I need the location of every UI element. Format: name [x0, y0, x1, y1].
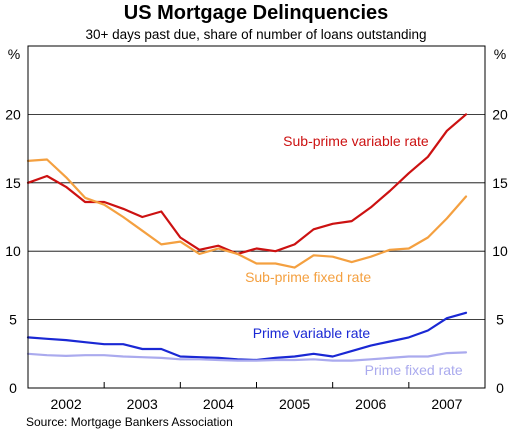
series-label-sub-prime-fixed-rate: Sub-prime fixed rate	[245, 269, 371, 285]
x-tick-label-2003: 2003	[127, 396, 158, 412]
y-tick-label-right-20: 20	[492, 106, 508, 122]
series-labels: Sub-prime variable rate Sub-prime fixed r…	[245, 133, 463, 378]
source-note: Source: Mortgage Bankers Association	[26, 415, 233, 429]
y-unit-left: %	[8, 46, 20, 62]
x-tick-label-2007: 2007	[431, 396, 462, 412]
series-line-sub-prime-fixed-rate	[26, 158, 468, 269]
series-lines	[26, 113, 468, 362]
series-line-prime-fixed-rate	[26, 351, 468, 362]
y-tick-label-left-15: 15	[5, 175, 21, 191]
chart-subtitle: 30+ days past due, share of number of lo…	[85, 27, 426, 42]
y-tick-label-right-0: 0	[496, 380, 504, 396]
y-axis-ticks: 0 0 5 5 10 10 15 15 20 20	[5, 106, 508, 396]
y-tick-label-left-10: 10	[5, 243, 21, 259]
gridlines	[28, 114, 485, 321]
series-line-sub-prime-variable-rate	[26, 113, 468, 255]
series-label-sub-prime-variable-rate: Sub-prime variable rate	[283, 133, 429, 149]
x-tick-label-2005: 2005	[279, 396, 310, 412]
y-tick-label-right-10: 10	[492, 243, 508, 259]
x-tick-label-2002: 2002	[51, 396, 82, 412]
y-unit-right: %	[494, 46, 506, 62]
x-axis-ticks: 2002 2003 2004 2005 2006 2007	[27, 382, 486, 412]
y-tick-label-left-0: 0	[9, 380, 17, 396]
series-label-prime-fixed-rate: Prime fixed rate	[365, 362, 463, 378]
y-tick-label-left-20: 20	[5, 106, 21, 122]
y-tick-label-left-5: 5	[9, 312, 17, 328]
x-tick-label-2006: 2006	[355, 396, 386, 412]
y-tick-label-right-5: 5	[496, 312, 504, 328]
y-tick-label-right-15: 15	[492, 175, 508, 191]
series-label-prime-variable-rate: Prime variable rate	[253, 325, 371, 341]
chart-title: US Mortgage Delinquencies	[124, 2, 389, 24]
x-tick-label-2004: 2004	[203, 396, 234, 412]
